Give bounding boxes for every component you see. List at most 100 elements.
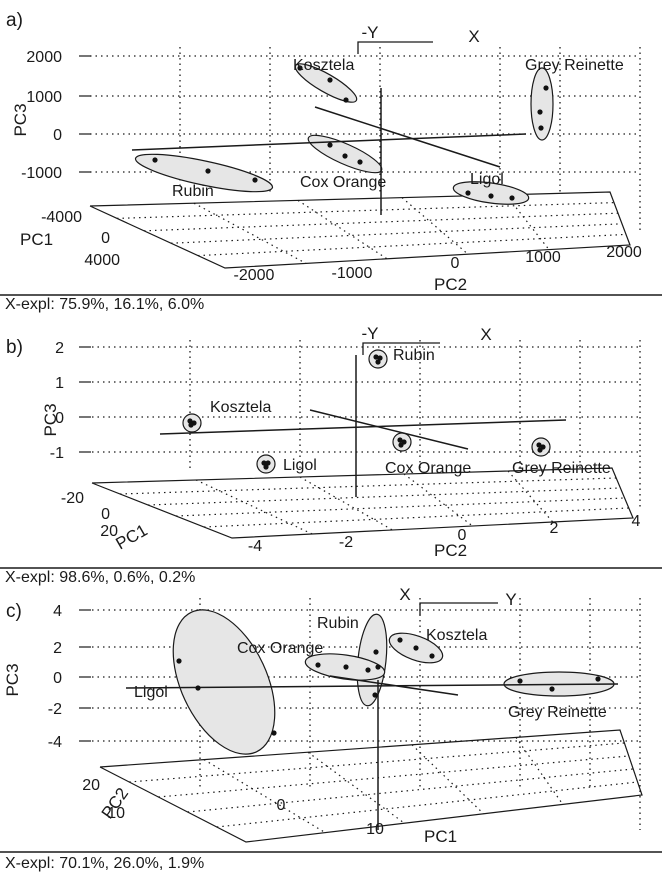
floor-gridline — [307, 751, 405, 824]
z-tick-label: 0 — [53, 670, 62, 687]
sample-point — [261, 460, 267, 466]
x-tick-label: 10 — [107, 805, 125, 822]
axis-marker-label: X — [480, 325, 491, 344]
group-label: Cox Orange — [237, 640, 323, 657]
floor-gridline — [195, 479, 313, 535]
axis-depth — [314, 106, 501, 168]
z-tick-label: -4 — [48, 734, 62, 751]
sample-point — [373, 354, 379, 360]
panel-label: a) — [6, 10, 23, 31]
sample-point — [375, 359, 381, 365]
y-tick-label: 0 — [458, 527, 467, 544]
floor-gridline — [170, 223, 623, 244]
axis-marker-label: -Y — [362, 23, 379, 42]
sample-point — [252, 177, 258, 183]
group-label: Grey Reinette — [525, 57, 624, 74]
z-axis-label: PC3 — [11, 103, 30, 136]
z-tick-label: -1 — [50, 445, 64, 462]
floor-gridline — [119, 477, 617, 495]
axis-marker-label: Y — [505, 590, 516, 609]
group-label: Ligol — [470, 171, 504, 188]
floor-gridline — [143, 212, 619, 232]
sample-point — [377, 355, 383, 361]
floor-gridline — [297, 199, 388, 260]
y-axis-label: PC2 — [434, 275, 467, 294]
sample-point — [488, 193, 494, 199]
sample-point — [271, 730, 277, 736]
x-tick-label: 4000 — [84, 252, 120, 269]
x-tick-label: -20 — [61, 490, 84, 507]
axis-marker-line — [419, 602, 498, 615]
z-tick-label: 1000 — [26, 89, 62, 106]
sample-point — [537, 109, 543, 115]
floor-gridline — [187, 768, 634, 813]
explained-variance: X-expl: 75.9%, 16.1%, 6.0% — [5, 296, 204, 313]
axis-marker-label: X — [399, 585, 410, 604]
x-axis-label: PC1 — [113, 520, 151, 553]
floor-gridline — [515, 737, 564, 805]
floor-gridline — [299, 476, 393, 531]
y-tick-label: 1000 — [525, 249, 561, 266]
group-label: Rubin — [393, 347, 435, 364]
sample-point — [343, 97, 349, 103]
sample-point — [537, 447, 543, 453]
sample-point — [342, 153, 348, 159]
z-tick-label: 0 — [55, 410, 64, 427]
y-axis-label: PC2 — [434, 541, 467, 560]
x-tick-label: 20 — [100, 523, 118, 540]
z-tick-label: -2 — [48, 701, 62, 718]
sample-point — [327, 77, 333, 83]
group-label: Cox Orange — [385, 460, 471, 477]
group-label: Kosztela — [210, 399, 271, 416]
y-tick-label: -4 — [248, 538, 262, 555]
z-tick-label: 4 — [53, 603, 62, 620]
group-label: Kosztela — [426, 627, 487, 644]
floor-gridline — [403, 473, 473, 527]
sample-point — [509, 195, 515, 201]
sample-point — [397, 637, 403, 643]
floor-gridline — [147, 487, 621, 506]
axis-horizontal — [131, 133, 527, 151]
y-tick-label: -2000 — [234, 267, 275, 284]
floor-gridline — [193, 202, 307, 264]
x-tick-label: 0 — [101, 506, 110, 523]
floor-gridline — [175, 497, 625, 517]
y-tick-label: 2000 — [606, 244, 642, 261]
axis-depth — [309, 409, 469, 450]
sample-point — [357, 159, 363, 165]
y-tick-label: 0 — [451, 255, 460, 272]
group-label: Rubin — [317, 615, 359, 632]
x-axis-label: PC1 — [20, 230, 53, 249]
sample-point — [373, 649, 379, 655]
y-axis-label: PC2 — [98, 784, 133, 822]
sample-point — [538, 125, 544, 131]
group-label: Grey Reinette — [508, 704, 607, 721]
y-tick-label: -2 — [339, 534, 353, 551]
y-tick-label: 10 — [366, 821, 384, 838]
sample-point — [187, 418, 193, 424]
sample-point — [517, 678, 523, 684]
floor-gridline — [129, 742, 625, 783]
x-tick-label: 0 — [101, 230, 110, 247]
group-ellipse — [134, 153, 274, 193]
z-tick-label: 2 — [55, 340, 64, 357]
axis-horizontal — [159, 419, 567, 435]
sample-point — [195, 685, 201, 691]
x-tick-label: 20 — [82, 777, 100, 794]
z-tick-label: 0 — [53, 127, 62, 144]
floor-plane — [89, 191, 631, 269]
sample-point — [549, 686, 555, 692]
sample-point — [205, 168, 211, 174]
sample-point — [372, 692, 378, 698]
floor-gridline — [216, 781, 638, 828]
explained-variance: X-expl: 98.6%, 0.6%, 0.2% — [5, 569, 195, 586]
floor-gridline — [158, 755, 629, 798]
floor-gridline — [203, 759, 326, 834]
floor-gridline — [116, 202, 615, 219]
group-ellipse — [294, 63, 358, 103]
z-tick-label: 1 — [55, 375, 64, 392]
sample-point — [297, 65, 303, 71]
sample-point — [397, 437, 403, 443]
group-label: Ligol — [283, 457, 317, 474]
